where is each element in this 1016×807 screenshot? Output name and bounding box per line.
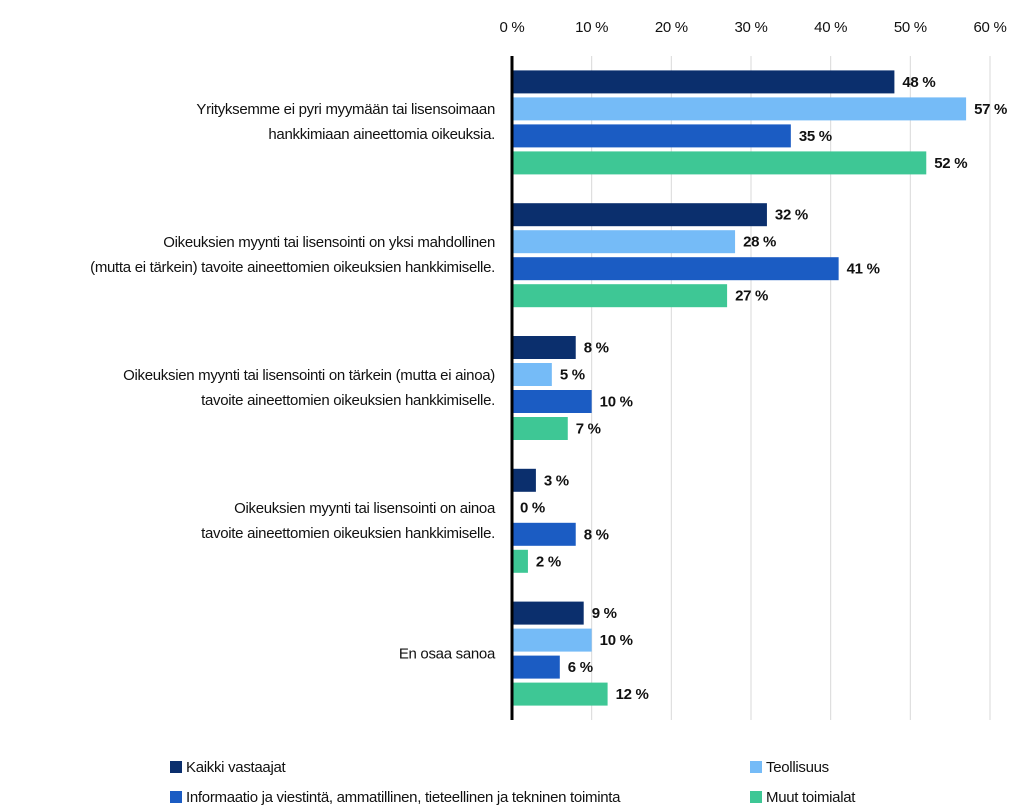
- y-tick-label: Oikeuksien myynti tai lisensointi on ain…: [201, 499, 495, 542]
- bar: [512, 655, 560, 679]
- bar: [512, 417, 568, 440]
- data-label: 8 %: [584, 526, 609, 543]
- x-tick-label: 0 %: [500, 19, 525, 36]
- bar: [512, 522, 576, 546]
- data-label: 2 %: [536, 553, 561, 570]
- data-label: 41 %: [847, 261, 880, 278]
- bar: [512, 390, 592, 413]
- data-label: 35 %: [799, 128, 832, 145]
- legend-swatch: [750, 761, 762, 773]
- data-label: 10 %: [600, 393, 633, 410]
- bar: [512, 468, 536, 492]
- data-label: 8 %: [584, 339, 609, 356]
- legend-swatch: [170, 791, 182, 803]
- y-tick-label: Yrityksemme ei pyri myymään tai lisensoi…: [196, 101, 495, 144]
- bar: [512, 70, 895, 94]
- x-tick-label: 40 %: [814, 19, 847, 36]
- y-tick-label: Oikeuksien myynti tai lisensointi on tär…: [123, 367, 495, 409]
- data-label: 3 %: [544, 472, 569, 489]
- bar: [512, 336, 576, 359]
- x-tick-label: 10 %: [575, 19, 608, 36]
- legend-label: Muut toimialat: [766, 789, 856, 806]
- y-tick-label: En osaa sanoa: [398, 645, 495, 663]
- data-label: 28 %: [743, 234, 776, 251]
- data-label: 12 %: [616, 686, 649, 703]
- bar: [512, 97, 967, 121]
- data-label: 6 %: [568, 659, 593, 676]
- bar: [512, 284, 728, 308]
- data-label: 7 %: [576, 420, 601, 437]
- data-label: 9 %: [592, 605, 617, 622]
- legend-label: Teollisuus: [766, 759, 829, 776]
- data-label: 52 %: [934, 155, 967, 172]
- legend-label: Informaatio ja viestintä, ammatillinen, …: [186, 789, 621, 806]
- x-tick-label: 30 %: [735, 19, 768, 36]
- x-tick-label: 50 %: [894, 19, 927, 36]
- bar: [512, 151, 927, 175]
- bar: [512, 682, 608, 706]
- bar: [512, 628, 592, 652]
- x-tick-label: 60 %: [974, 19, 1007, 36]
- data-label: 10 %: [600, 632, 633, 649]
- bar: [512, 363, 552, 386]
- bar: [512, 549, 528, 573]
- bar: [512, 601, 584, 625]
- y-tick-label: Oikeuksien myynti tai lisensointi on yks…: [90, 234, 495, 277]
- bar: [512, 230, 736, 254]
- bar: [512, 124, 791, 148]
- bar: [512, 203, 767, 227]
- data-label: 57 %: [974, 101, 1007, 118]
- data-label: 5 %: [560, 366, 585, 383]
- legend-swatch: [750, 791, 762, 803]
- bar: [512, 257, 839, 281]
- x-tick-label: 20 %: [655, 19, 688, 36]
- legend-swatch: [170, 761, 182, 773]
- data-label: 48 %: [902, 74, 935, 91]
- data-label: 27 %: [735, 288, 768, 305]
- data-label: 32 %: [775, 207, 808, 224]
- legend-label: Kaikki vastaajat: [186, 759, 287, 776]
- data-label: 0 %: [520, 499, 545, 516]
